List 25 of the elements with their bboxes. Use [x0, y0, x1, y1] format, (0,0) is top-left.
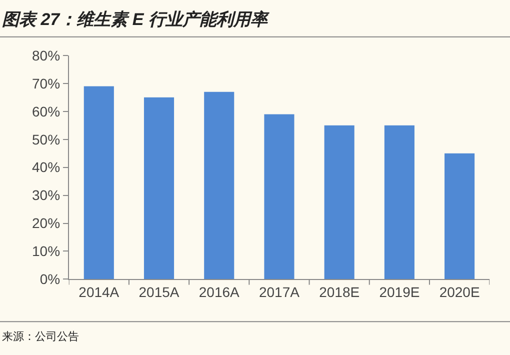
- source-note: 来源：公司公告: [2, 330, 79, 343]
- y-tick-label: 50%: [32, 131, 60, 148]
- bar: [204, 92, 234, 280]
- x-tick-label: 2015A: [138, 284, 180, 300]
- x-tick-label: 2014A: [78, 284, 120, 300]
- x-tick-label: 2019E: [379, 284, 420, 300]
- bar: [264, 114, 294, 280]
- y-tick-label: 70%: [32, 75, 60, 92]
- y-tick-label: 0%: [40, 271, 60, 288]
- bar: [324, 125, 354, 280]
- y-tick-label: 10%: [32, 243, 60, 260]
- bar: [84, 86, 114, 280]
- x-tick-label: 2018E: [319, 284, 360, 300]
- y-tick-label: 80%: [32, 47, 60, 64]
- x-tick-label: 2017A: [258, 284, 300, 300]
- y-tick-label: 20%: [32, 215, 60, 232]
- chart-title: 图表 27：维生素 E 行业产能利用率: [2, 10, 270, 29]
- x-tick-label: 2020E: [439, 284, 480, 300]
- y-tick-label: 30%: [32, 187, 60, 204]
- bar: [384, 125, 414, 280]
- bar: [444, 153, 475, 280]
- x-tick-label: 2016A: [198, 284, 240, 300]
- y-tick-label: 40%: [32, 159, 60, 176]
- y-tick-label: 60%: [32, 103, 60, 120]
- bar: [144, 97, 174, 280]
